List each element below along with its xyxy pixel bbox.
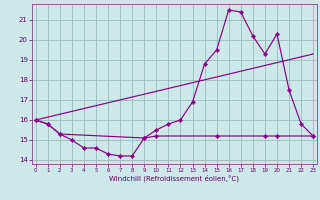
X-axis label: Windchill (Refroidissement éolien,°C): Windchill (Refroidissement éolien,°C) xyxy=(109,175,239,182)
